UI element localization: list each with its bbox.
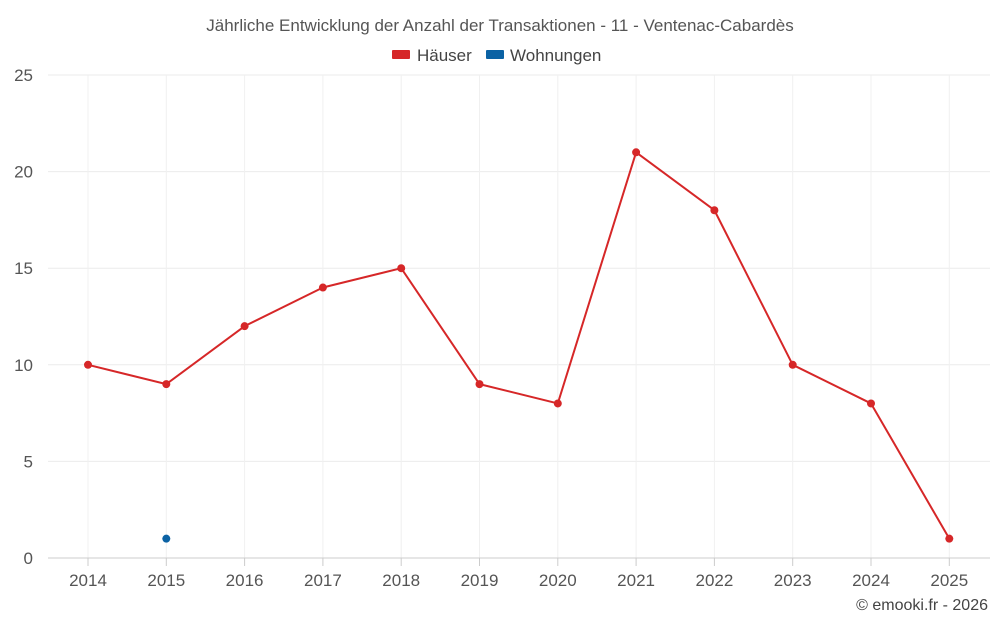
y-tick-label: 15 [14, 259, 33, 278]
data-point[interactable] [397, 264, 406, 273]
legend[interactable]: Häuser Wohnungen [392, 46, 601, 65]
data-point[interactable] [240, 322, 249, 331]
data-point[interactable] [553, 399, 562, 408]
chart-title: Jährliche Entwicklung der Anzahl der Tra… [206, 16, 793, 35]
x-tick-label: 2023 [774, 571, 812, 590]
y-tick-label: 0 [24, 549, 33, 568]
x-tick-label: 2014 [69, 571, 107, 590]
data-point[interactable] [632, 148, 641, 157]
x-tick-label: 2024 [852, 571, 890, 590]
y-axis: 0 5 10 15 20 25 [14, 66, 33, 568]
y-tick-label: 10 [14, 356, 33, 375]
x-tick-label: 2020 [539, 571, 577, 590]
x-tick-label: 2022 [695, 571, 733, 590]
data-point[interactable] [162, 380, 171, 389]
x-tick-label: 2025 [930, 571, 968, 590]
series-line-0 [87, 151, 951, 540]
data-point[interactable] [162, 534, 171, 543]
series-layer [84, 148, 954, 543]
data-point[interactable] [84, 360, 92, 369]
x-axis: 2014 2015 2016 2017 2018 2019 2020 2021 2022 2023… [48, 557, 990, 590]
legend-label-haeuser[interactable]: Häuser [417, 46, 472, 65]
data-point[interactable] [318, 283, 327, 292]
legend-swatch-wohnungen[interactable] [486, 50, 504, 59]
y-tick-label: 5 [24, 452, 33, 471]
legend-label-wohnungen[interactable]: Wohnungen [510, 46, 601, 65]
y-tick-label: 20 [14, 163, 33, 182]
credit-text: © emooki.fr - 2026 [856, 597, 988, 614]
x-tick-label: 2017 [304, 571, 342, 590]
x-tick-label: 2021 [617, 571, 655, 590]
x-tick-label: 2019 [461, 571, 499, 590]
data-point[interactable] [867, 399, 875, 408]
data-point[interactable] [475, 380, 484, 389]
data-point[interactable] [945, 534, 954, 543]
y-tick-label: 25 [14, 66, 33, 85]
data-point[interactable] [788, 360, 797, 369]
legend-swatch-haeuser[interactable] [392, 50, 410, 59]
data-point[interactable] [710, 206, 719, 215]
x-tick-label: 2015 [147, 571, 185, 590]
x-tick-label: 2018 [382, 571, 420, 590]
grid [48, 74, 990, 559]
x-tick-label: 2016 [226, 571, 264, 590]
